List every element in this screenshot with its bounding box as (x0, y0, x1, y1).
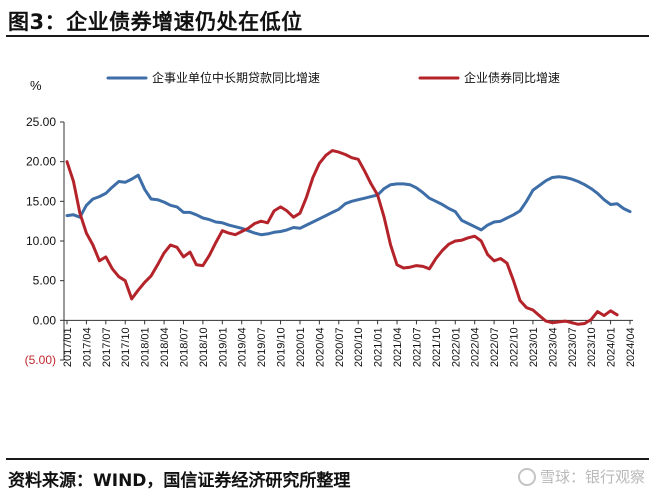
x-tick-label: 2019/07 (256, 327, 268, 367)
x-tick-label: 2022/01 (450, 327, 462, 367)
watermark-text: 雪球：银行观察 (539, 468, 645, 486)
x-tick-label: 2018/01 (140, 327, 152, 367)
x-tick-label: 2021/04 (392, 327, 404, 367)
watermark: 雪球：银行观察 (517, 466, 645, 487)
x-tick-label: 2019/10 (276, 327, 288, 367)
legend-label-1: 企事业单位中长期贷款同比增速 (152, 70, 320, 85)
x-tick-label: 2021/01 (373, 327, 385, 367)
x-tick-label: 2023/01 (528, 327, 540, 367)
snowball-logo-icon (517, 467, 536, 486)
y-tick-label: 15.00 (26, 194, 56, 208)
x-tick-label: 2020/07 (334, 327, 346, 367)
y-tick-label: 10.00 (26, 234, 56, 248)
x-tick-label: 2017/01 (62, 327, 74, 367)
x-tick-label: 2022/10 (509, 327, 521, 367)
x-tick-label: 2022/07 (489, 327, 501, 367)
x-tick-label: 2018/10 (198, 327, 210, 367)
figure-title: 图3：企业债券增速仍处在低位 (8, 10, 303, 34)
y-tick-label: 5.00 (33, 274, 57, 288)
y-tick-label: (5.00) (25, 353, 56, 367)
source-note: 资料来源：WIND，国信证券经济研究所整理 (8, 471, 351, 491)
series-line-1 (65, 173, 632, 237)
x-tick-label: 2024/01 (606, 327, 618, 367)
x-tick-label: 2023/10 (586, 327, 598, 367)
series-line-2 (65, 149, 619, 326)
x-tick-label: 2021/10 (431, 327, 443, 367)
footer-divider (6, 458, 649, 460)
x-tick-label: 2023/07 (567, 327, 579, 367)
x-tick-label: 2019/04 (237, 327, 249, 367)
x-tick-label: 2020/04 (314, 327, 326, 367)
y-tick-label: 25.00 (26, 115, 56, 129)
line-chart: 25.00 20.00 15.00 10.00 5.00 0.00 (5.00) 2017/0… (25, 70, 637, 367)
x-tick-label: 2017/04 (81, 327, 93, 367)
y-tick-label: 20.00 (26, 155, 56, 169)
x-tick-label: 2020/01 (295, 327, 307, 367)
x-tick-label: 2021/07 (411, 327, 423, 367)
x-tick-label: 2020/10 (353, 327, 365, 367)
x-tick-label: 2022/04 (470, 327, 482, 367)
x-tick-label: 2024/04 (625, 327, 637, 367)
x-tick-label: 2017/10 (120, 327, 132, 367)
x-tick-label: 2019/01 (217, 327, 229, 367)
y-unit-label: % (30, 78, 42, 93)
x-tick-label: 2018/04 (159, 327, 171, 367)
x-tick-label: 2023/04 (547, 327, 559, 367)
x-tick-label: 2018/07 (178, 327, 190, 367)
y-tick-label: 0.00 (33, 313, 57, 327)
x-tick-label: 2017/07 (101, 327, 113, 367)
legend-label-2: 企业债券同比增速 (464, 70, 560, 85)
title-divider (6, 35, 649, 37)
